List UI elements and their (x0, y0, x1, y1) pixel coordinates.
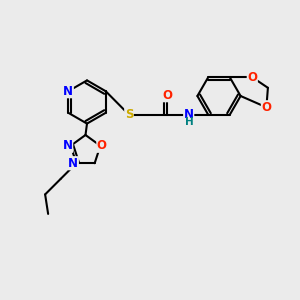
Text: S: S (125, 108, 133, 121)
Text: N: N (68, 157, 78, 170)
Text: N: N (184, 108, 194, 121)
Text: O: O (162, 89, 172, 102)
Text: O: O (97, 139, 107, 152)
Text: N: N (63, 85, 73, 98)
Text: H: H (185, 117, 194, 127)
Text: O: O (247, 71, 257, 84)
Text: O: O (261, 101, 272, 114)
Text: N: N (63, 139, 73, 152)
